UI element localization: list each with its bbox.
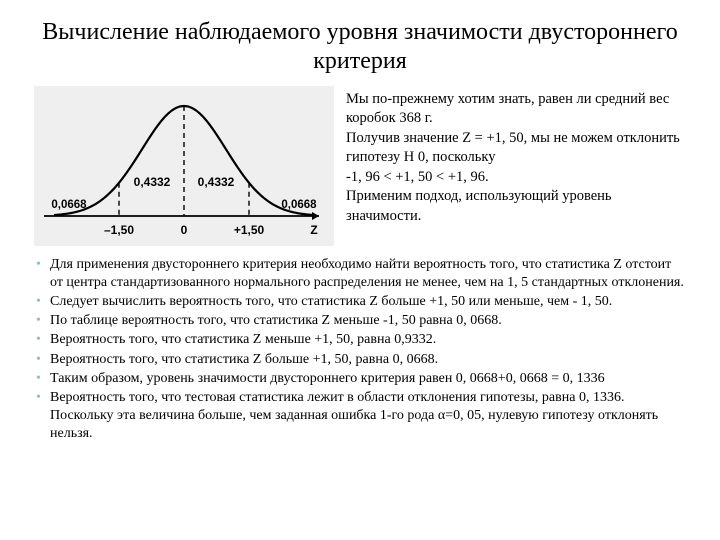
bullet-item: Для применения двустороннего критерия не… xyxy=(34,256,686,292)
svg-text:0,4332: 0,4332 xyxy=(198,175,235,189)
bullet-item: Вероятность того, что статистика Z больш… xyxy=(34,351,686,369)
bell-curve-chart: –1,50 0 +1,50 Z 0,0668 0,0668 0,4332 0,4332 xyxy=(34,86,334,246)
page-title: Вычисление наблюдаемого уровня значимост… xyxy=(34,18,686,76)
svg-text:Z: Z xyxy=(310,223,317,237)
intro-p4: Применим подход, использующий уровень зн… xyxy=(346,187,686,226)
bullet-item: Вероятность того, что тестовая статистик… xyxy=(34,389,686,444)
svg-text:+1,50: +1,50 xyxy=(234,223,265,237)
bullet-item: Следует вычислить вероятность того, что … xyxy=(34,293,686,311)
bullet-item: По таблице вероятность того, что статист… xyxy=(34,312,686,330)
bullet-item: Вероятность того, что статистика Z меньш… xyxy=(34,331,686,349)
bullet-list: Для применения двустороннего критерия не… xyxy=(34,256,686,444)
intro-text: Мы по-прежнему хотим знать, равен ли сре… xyxy=(346,86,686,246)
intro-p1: Мы по-прежнему хотим знать, равен ли сре… xyxy=(346,90,686,129)
svg-text:0,0668: 0,0668 xyxy=(281,199,317,211)
svg-text:0: 0 xyxy=(181,223,188,237)
svg-text:–1,50: –1,50 xyxy=(104,223,134,237)
svg-text:0,0668: 0,0668 xyxy=(51,199,87,211)
intro-p2: Получив значение Z = +1, 50, мы не можем… xyxy=(346,129,686,168)
upper-row: –1,50 0 +1,50 Z 0,0668 0,0668 0,4332 0,4332 Мы … xyxy=(34,86,686,246)
svg-text:0,4332: 0,4332 xyxy=(134,175,171,189)
bullet-item: Таким образом, уровень значимости двусто… xyxy=(34,370,686,388)
intro-p3: -1, 96 < +1, 50 < +1, 96. xyxy=(346,168,686,188)
